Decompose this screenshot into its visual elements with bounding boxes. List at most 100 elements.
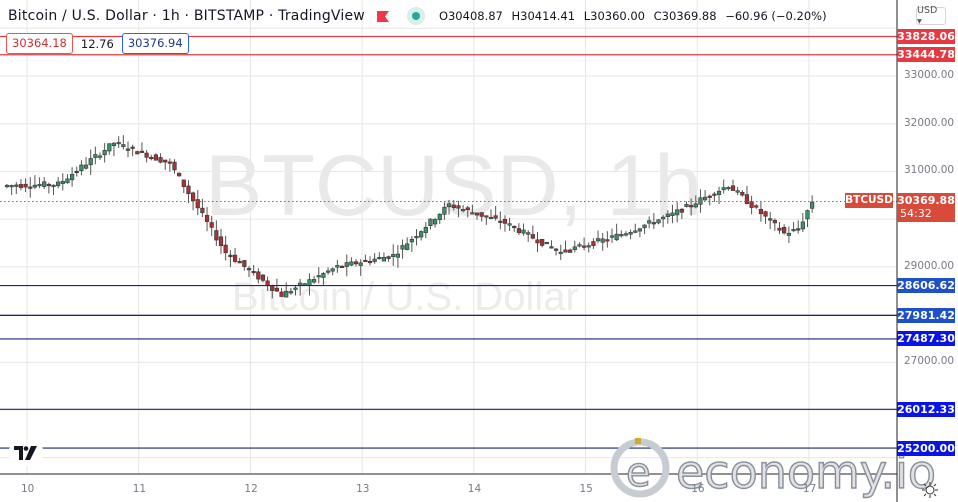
candle-body[interactable] [237, 260, 242, 264]
candle-body[interactable] [214, 230, 219, 241]
candle-body[interactable] [83, 164, 89, 169]
candle-body[interactable] [32, 184, 37, 188]
candle-body[interactable] [465, 207, 470, 211]
candle-body[interactable] [395, 253, 401, 258]
candle-body[interactable] [158, 157, 163, 163]
candle-body[interactable] [321, 273, 326, 278]
candle-body[interactable] [125, 148, 131, 151]
candle-body[interactable] [288, 291, 293, 294]
candle-body[interactable] [791, 229, 796, 232]
candle-body[interactable] [726, 187, 731, 190]
candle-body[interactable] [186, 185, 191, 195]
candle-body[interactable] [9, 185, 14, 188]
candle-body[interactable] [74, 170, 79, 174]
candle-body[interactable] [586, 245, 591, 248]
candle-body[interactable] [512, 225, 517, 229]
candle-body[interactable] [339, 265, 345, 268]
candle-body[interactable] [763, 211, 768, 217]
candle-body[interactable] [507, 223, 512, 226]
candle-body[interactable] [581, 245, 587, 248]
flag-icon[interactable] [376, 10, 389, 22]
candle-body[interactable] [377, 256, 382, 260]
candle-body[interactable] [204, 215, 210, 222]
candle-body[interactable] [460, 209, 466, 212]
candle-body[interactable] [796, 228, 801, 231]
candle-body[interactable] [502, 219, 508, 224]
candle-body[interactable] [400, 245, 405, 250]
candle-body[interactable] [712, 193, 717, 196]
candle-body[interactable] [372, 258, 377, 262]
candle-body[interactable] [614, 233, 619, 241]
candle-body[interactable] [65, 178, 70, 184]
candle-body[interactable] [684, 203, 689, 208]
candle-body[interactable] [97, 155, 103, 158]
candle-body[interactable] [442, 206, 447, 215]
candle-body[interactable] [642, 224, 647, 229]
candle-body[interactable] [437, 213, 442, 220]
candle-body[interactable] [111, 142, 117, 147]
candle-body[interactable] [163, 159, 168, 163]
candle-body[interactable] [386, 256, 391, 259]
candle-body[interactable] [130, 146, 135, 149]
candle-body[interactable] [46, 183, 51, 187]
candle-body[interactable] [744, 194, 750, 204]
candle-body[interactable] [651, 222, 656, 225]
candle-body[interactable] [633, 230, 638, 233]
candle-body[interactable] [344, 262, 349, 267]
candle-body[interactable] [274, 287, 280, 292]
candle-body[interactable] [260, 274, 266, 281]
candle-body[interactable] [353, 261, 359, 265]
candle-body[interactable] [316, 275, 321, 278]
candle-body[interactable] [772, 220, 777, 224]
candle-body[interactable] [474, 212, 480, 216]
candle-body[interactable] [493, 215, 498, 219]
candle-body[interactable] [349, 261, 354, 266]
candle-body[interactable] [782, 227, 787, 234]
candle-body[interactable] [116, 142, 121, 145]
candle-body[interactable] [740, 192, 745, 196]
candle-body[interactable] [251, 270, 256, 274]
candle-body[interactable] [432, 219, 438, 225]
candle-body[interactable] [14, 184, 19, 187]
candle-body[interactable] [484, 215, 489, 218]
candle-body[interactable] [735, 190, 740, 193]
candle-body[interactable] [172, 161, 177, 171]
candle-body[interactable] [4, 184, 10, 188]
candle-body[interactable] [149, 156, 154, 160]
candle-body[interactable] [568, 249, 573, 253]
candle-body[interactable] [279, 291, 284, 297]
candle-body[interactable] [51, 184, 56, 187]
candle-body[interactable] [18, 184, 24, 188]
candle-body[interactable] [521, 229, 526, 234]
candle-body[interactable] [800, 221, 805, 230]
candle-body[interactable] [405, 243, 410, 250]
candle-body[interactable] [553, 248, 559, 251]
candle-body[interactable] [409, 238, 414, 243]
settings-sun-icon[interactable] [922, 482, 938, 498]
candle-body[interactable] [232, 254, 238, 262]
candle-body[interactable] [218, 236, 224, 246]
candle-body[interactable] [135, 151, 140, 155]
currency-select[interactable]: USD ▾ [916, 5, 946, 27]
candle-body[interactable] [307, 279, 312, 286]
candle-body[interactable] [777, 227, 782, 231]
candle-body[interactable] [367, 260, 373, 264]
candle-body[interactable] [419, 231, 424, 238]
candle-body[interactable] [721, 187, 726, 191]
candle-body[interactable] [516, 228, 521, 233]
candle-body[interactable] [325, 270, 331, 273]
candle-body[interactable] [675, 209, 680, 216]
candle-body[interactable] [749, 201, 754, 208]
candle-body[interactable] [144, 152, 149, 158]
candle-body[interactable] [28, 186, 33, 189]
candle-body[interactable] [656, 219, 661, 224]
candle-body[interactable] [153, 154, 159, 161]
candle-body[interactable] [805, 210, 810, 220]
candle-body[interactable] [488, 216, 494, 220]
candle-body[interactable] [810, 201, 815, 209]
candle-body[interactable] [661, 216, 666, 220]
candle-body[interactable] [293, 287, 298, 290]
candle-body[interactable] [693, 203, 698, 208]
candle-body[interactable] [200, 207, 205, 213]
